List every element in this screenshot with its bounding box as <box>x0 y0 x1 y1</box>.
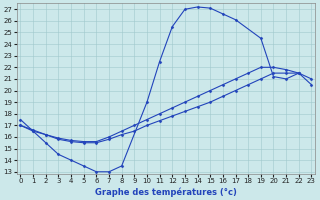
X-axis label: Graphe des températures (°c): Graphe des températures (°c) <box>95 187 237 197</box>
